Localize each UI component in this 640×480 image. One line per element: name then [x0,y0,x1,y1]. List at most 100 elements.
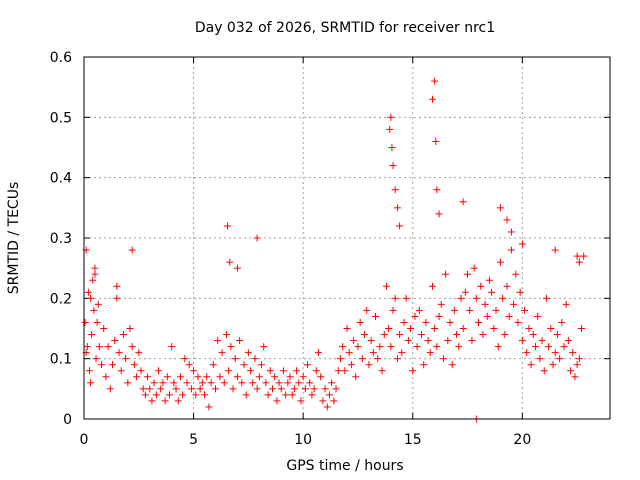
plot-frame [83,56,611,420]
data-point [224,222,232,230]
data-point [306,379,314,387]
y-tick-label: 0.1 [50,352,72,368]
data-point [233,264,241,272]
data-point [571,373,579,381]
x-tick-label: 0 [80,432,89,448]
data-point [380,331,388,339]
data-point [343,325,351,332]
data-point [137,367,145,375]
data-point [336,355,344,363]
data-point [216,373,224,381]
data-point [391,186,399,194]
data-point [205,403,213,411]
data-point [220,379,228,387]
data-point [299,373,307,381]
data-points [81,77,588,423]
y-tick-label: 0.5 [50,110,72,126]
data-point [91,270,99,278]
data-point [391,294,399,302]
data-point [431,77,439,85]
data-point [470,264,478,272]
data-point [564,337,572,345]
data-point [437,300,445,308]
data-point [198,379,206,387]
data-point [81,318,89,326]
data-point [578,325,586,332]
data-point [459,198,467,206]
x-tick-label: 15 [404,432,422,448]
data-point [455,343,463,351]
data-point [407,325,415,332]
data-point [172,385,180,393]
data-point [415,306,423,314]
data-point [328,379,336,387]
data-point [534,312,542,320]
data-point [242,391,250,399]
data-point [170,379,178,387]
data-point [288,391,296,399]
data-point [87,379,95,387]
data-point [253,234,261,242]
data-point [442,270,450,278]
data-point [124,379,132,387]
data-point [361,331,369,339]
data-point [573,361,581,369]
data-point [475,318,482,326]
data-point [466,306,474,314]
data-point [560,343,568,351]
data-point [507,228,515,236]
data-point [388,144,396,151]
data-point [514,318,522,326]
data-point [104,343,112,351]
data-point [321,385,329,393]
data-point [386,125,394,133]
data-point [400,318,408,326]
data-point [457,294,465,302]
data-point [503,282,511,290]
data-point [135,349,143,357]
data-point [367,337,375,345]
data-point [479,331,487,339]
data-point [266,367,274,375]
data-point [385,325,393,332]
data-point [144,373,152,381]
data-point [523,349,531,357]
data-point [117,367,125,375]
data-point [192,391,200,399]
data-point [558,318,566,326]
data-point [435,210,443,218]
data-point [115,349,123,357]
data-point [295,379,303,387]
data-point [163,373,171,381]
data-point [402,294,410,302]
data-point [448,361,456,369]
data-point [214,337,222,345]
data-point [529,331,537,339]
data-point [371,312,379,320]
data-point [325,391,333,399]
data-point [176,373,184,381]
data-point [130,361,138,369]
data-point [426,349,434,357]
data-point [536,355,544,363]
data-point [389,306,397,314]
data-point [549,361,557,369]
data-point [481,300,489,308]
data-point [207,379,215,387]
data-point [488,288,496,296]
data-point [556,355,564,363]
data-point [157,385,165,393]
data-point [378,367,386,375]
data-point [315,349,323,357]
data-point [567,367,575,375]
data-point [297,397,305,405]
data-point [350,337,358,345]
x-tick-label: 5 [189,432,198,448]
data-point [398,349,406,357]
data-point [286,373,294,381]
data-point [542,294,550,302]
data-point [396,331,404,339]
data-point [194,373,202,381]
data-point [209,361,217,369]
data-point [290,385,298,393]
